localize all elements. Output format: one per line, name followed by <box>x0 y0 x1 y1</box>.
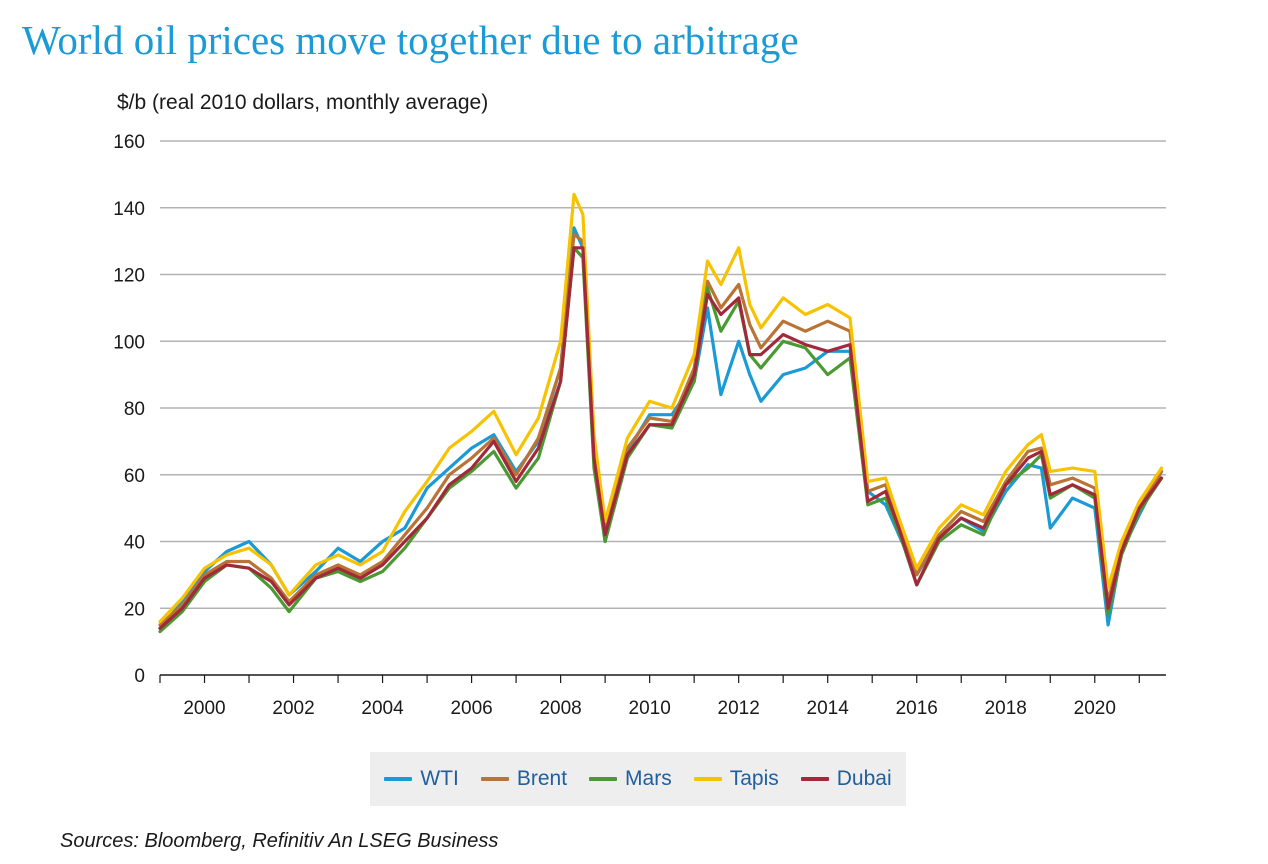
series-line-tapis <box>158 192 1164 624</box>
series-line-wti <box>158 226 1164 630</box>
legend-label: Dubai <box>836 767 892 790</box>
legend-item-tapis: Tapis <box>693 767 779 791</box>
legend-swatch <box>800 777 829 781</box>
legend-label: Tapis <box>729 767 779 790</box>
x-tick-label: 2018 <box>985 698 1027 719</box>
x-tick-label: 2012 <box>718 698 760 719</box>
y-tick-label: 40 <box>124 533 145 554</box>
y-tick-label: 140 <box>113 199 145 220</box>
legend-swatch <box>589 777 618 781</box>
chart-title: World oil prices move together due to ar… <box>22 17 799 63</box>
x-tick-label: 2008 <box>539 698 581 719</box>
series-line-brent <box>158 232 1164 627</box>
grid <box>160 140 1166 609</box>
legend-label: WTI <box>420 767 459 790</box>
x-tick-label: 2020 <box>1074 698 1116 719</box>
y-tick-label: 80 <box>124 399 145 420</box>
legend-label: Mars <box>625 767 672 790</box>
x-tick-label: 2006 <box>450 698 492 719</box>
y-tick-label: 60 <box>124 466 145 487</box>
x-tick-label: 2000 <box>183 698 225 719</box>
y-tick-label: 120 <box>113 266 145 287</box>
x-tick-label: 2002 <box>272 698 314 719</box>
legend-item-brent: Brent <box>480 767 568 791</box>
y-tick-label: 20 <box>124 599 145 620</box>
series-line-mars <box>158 246 1164 634</box>
y-tick-label: 0 <box>134 666 145 687</box>
x-tick-label: 2004 <box>361 698 404 719</box>
series-line-dubai <box>158 246 1164 630</box>
series-lines <box>158 192 1164 634</box>
x-tick-label: 2014 <box>807 698 850 719</box>
y-axis-label: $/b (real 2010 dollars, monthly average) <box>117 91 489 114</box>
axes: 0 20 40 60 80 100 120 140 160 2000 2002 2004 2006 200… <box>113 132 1166 719</box>
legend-swatch <box>384 777 413 781</box>
legend-item-mars: Mars <box>589 767 672 791</box>
x-tick-label: 2016 <box>896 698 938 719</box>
chart-canvas: 0 20 40 60 80 100 120 140 160 2000 2002 2004 2006 200… <box>113 132 1166 719</box>
legend-item-wti: WTI <box>384 767 459 791</box>
legend-item-dubai: Dubai <box>800 767 892 791</box>
legend-swatch <box>693 777 722 781</box>
y-tick-label: 160 <box>113 132 145 153</box>
legend: WTI Brent Mars Tapis Dubai <box>370 752 906 806</box>
x-tick-label: 2010 <box>629 698 671 719</box>
legend-swatch <box>480 777 509 781</box>
source-note: Sources: Bloomberg, Refinitiv An LSEG Bu… <box>60 830 499 852</box>
legend-label: Brent <box>516 767 568 790</box>
y-tick-label: 100 <box>113 332 145 353</box>
